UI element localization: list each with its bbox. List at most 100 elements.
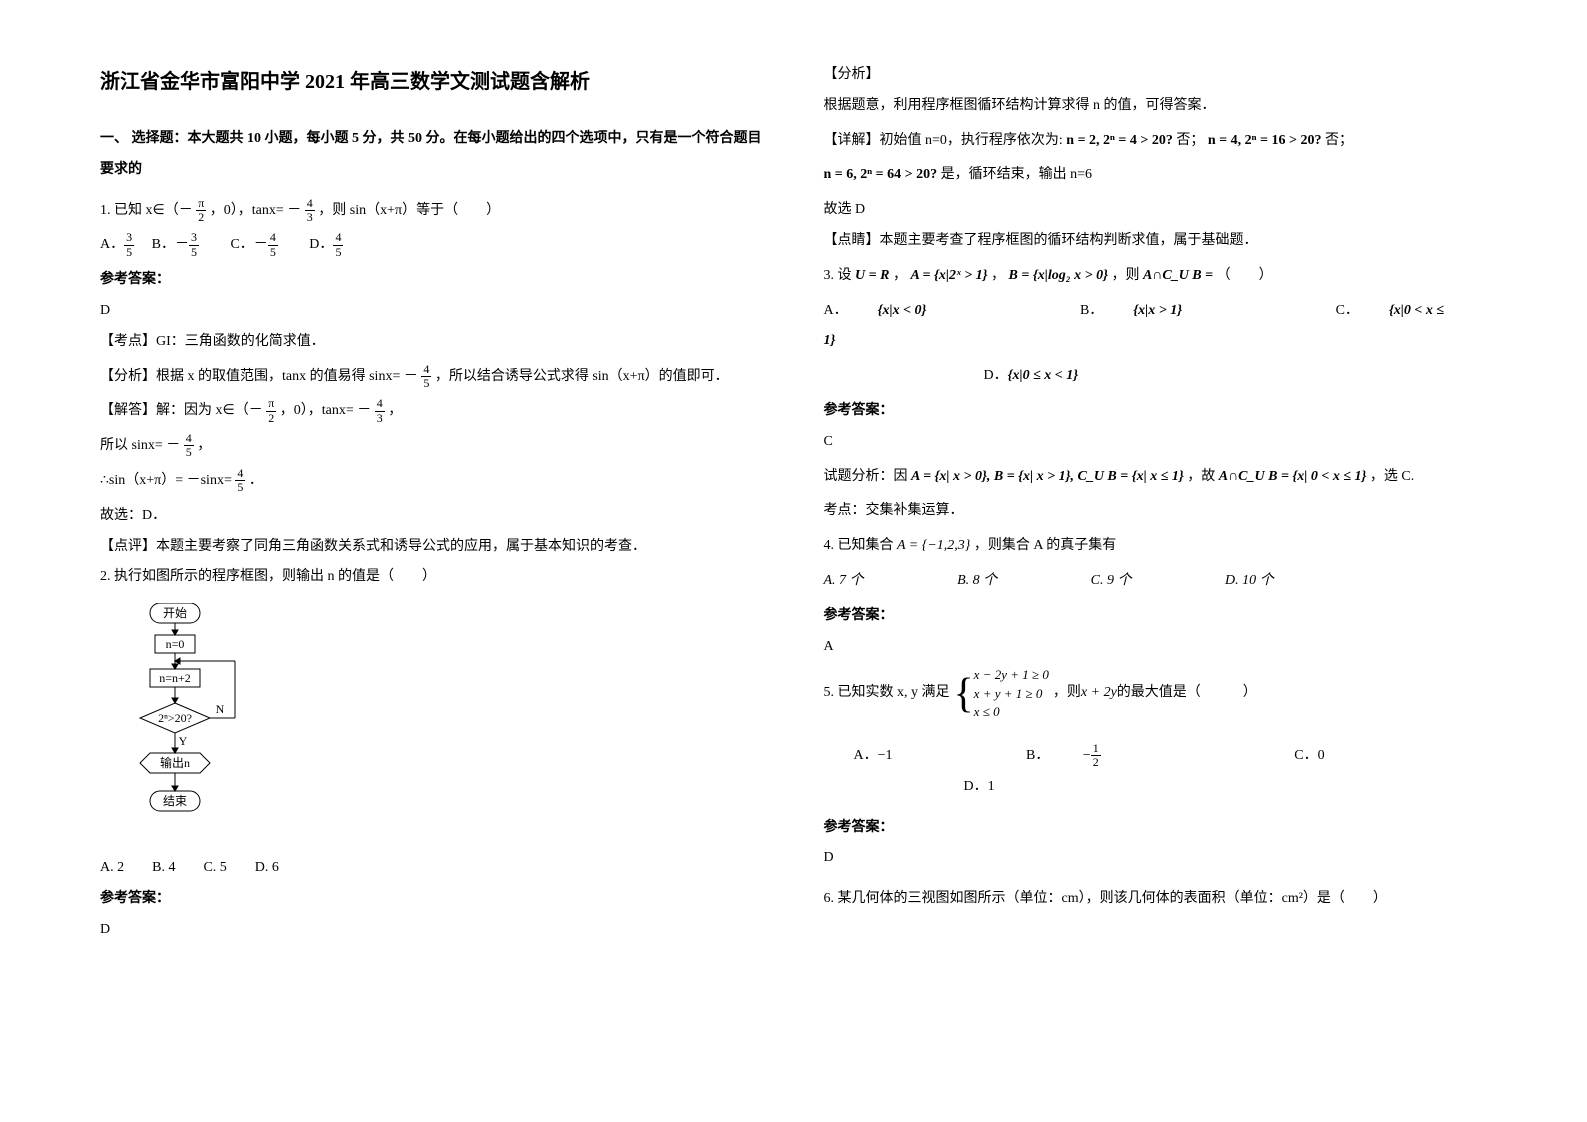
q1-answer-label: 参考答案： [100,265,764,296]
q3-options-row2: D．{x|0 ≤ x < 1} [984,361,1488,392]
q1-optB-label: B．－ [138,237,189,252]
q5-optA: A．−1 [854,748,893,763]
q4-optA: A. 7 个 [824,573,864,588]
frac-4-5c: 45 [268,231,278,258]
q1-fin-a: ∴sin（x+π）= －sinx= [100,473,232,488]
q5-sys2: x + y + 1 ≥ 0 [974,685,1049,703]
frac-4-5d: 45 [333,231,343,258]
frac-4-5e: 45 [421,363,431,390]
q1-sin-b: ， [197,438,211,453]
brace-icon: { [954,673,974,715]
q4-options: A. 7 个 B. 8 个 C. 9 个 D. 10 个 [824,566,1488,597]
q5-expr: x + 2y [1081,678,1117,709]
q3-options-row1: A．{x|x < 0} B．{x|x > 1} C．{x|0 < x ≤ 1} [824,296,1488,358]
q1-jieda: 【解答】解：因为 x∈（－ π2 ，0），tanx= － 43 ， [100,396,764,427]
q1-jieda-c: ， [388,403,402,418]
q1-fenxi-a: 【分析】根据 x 的取值范围，tanx 的值易得 sinx= － [100,369,418,384]
q3-c2: ， [991,268,1005,283]
q1-stem: 1. 已知 x∈（－ π2 ，0），tanx= － 43 ，则 sin（x+π）… [100,196,764,227]
q1-dianping: 【点评】本题主要考察了同角三角函数关系式和诱导公式的应用，属于基本知识的考查． [100,532,764,563]
flow-step: n=n+2 [159,671,191,685]
q3-optA: {x|x < 0} [878,303,927,318]
q3-B: B = {x|log₂ x > 0} [1009,268,1108,283]
q3-answer-label: 参考答案： [824,396,1488,427]
flowchart: 开始 n=0 n=n+2 2ⁿ>20? [120,603,764,843]
q5-b: ，则 [1053,678,1081,709]
q5-answer-label: 参考答案： [824,813,1488,844]
q6-stem: 6. 某几何体的三视图如图所示（单位：cm），则该几何体的表面积（单位：cm²）… [824,884,1488,915]
q2-d-a: 【详解】初始值 n=0，执行程序依次为: [824,133,1067,148]
q1-text-a: 1. 已知 x∈（－ [100,203,193,218]
q4-answer-label: 参考答案： [824,601,1488,632]
flow-no: N [216,702,225,716]
frac-3-5a: 35 [124,231,134,258]
q2-stem: 2. 执行如图所示的程序框图，则输出 n 的值是（ ） [100,562,764,593]
frac-4-3b: 43 [375,397,385,424]
q4-optC: C. 9 个 [1091,573,1132,588]
q2-options: A. 2 B. 4 C. 5 D. 6 [100,853,764,884]
q5-sys3: x ≤ 0 [974,703,1049,721]
flow-start: 开始 [163,606,187,620]
q1-guxuan: 故选：D． [100,501,764,532]
frac-pi-2: π2 [196,197,206,224]
q3-fx-a: 试题分析：因 [824,469,908,484]
page-title: 浙江省金华市富阳中学 2021 年高三数学文测试题含解析 [100,60,764,104]
q3-fenxi: 试题分析：因 A = {x| x > 0}, B = {x| x > 1}, C… [824,462,1488,493]
q2-answer: D [100,915,764,946]
q2-eq3: n = 6, 2ⁿ = 64 > 20? [824,167,938,182]
frac-4-5f: 45 [184,432,194,459]
q1-jieda-b: ，0），tanx= － [280,403,372,418]
q5-answer: D [824,843,1488,874]
q5-optD: D．1 [964,779,995,794]
q1-sin: 所以 sinx= － 45 ， [100,431,764,462]
q1-optD-label: D． [281,237,333,252]
frac-4-5g: 45 [235,467,245,494]
q3-b: ，则 [1111,268,1139,283]
q4-optB: B. 8 个 [957,573,997,588]
q5-sys1: x − 2y + 1 ≥ 0 [974,666,1049,684]
q3-a: 3. 设 [824,268,852,283]
q3-expr: A∩C_U B = [1143,268,1213,283]
q2-fenxi: 根据题意，利用程序框图循环结构计算求得 n 的值，可得答案． [824,91,1488,122]
q5-options: A．−1 B． −12 C．0 D．1 [824,741,1488,803]
q3-fx-b: ，故 [1187,469,1215,484]
q2-d-d: 是，循环结束，输出 n=6 [941,167,1092,182]
q2-detail-2: n = 6, 2ⁿ = 64 > 20? 是，循环结束，输出 n=6 [824,160,1488,191]
q4-answer: A [824,632,1488,663]
q5-optB-pre: B． [1026,748,1049,763]
q1-text-c: ，则 sin（x+π）等于（ ） [318,203,500,218]
flow-cond: 2ⁿ>20? [158,711,192,725]
q1-optC-label: C．－ [202,237,267,252]
q3-fx-eq: A = {x| x > 0}, B = {x| x > 1}, C_U B = … [911,469,1184,484]
section-header: 一、 选择题：本大题共 10 小题，每小题 5 分，共 50 分。在每小题给出的… [100,124,764,186]
q2-eq2: n = 4, 2ⁿ = 16 > 20? [1208,133,1322,148]
q2-dianjing: 【点睛】本题主要考查了程序框图的循环结构判断求值，属于基础题． [824,226,1488,257]
flow-end: 结束 [163,794,187,808]
flow-init: n=0 [166,637,185,651]
frac-4-3: 43 [305,197,315,224]
q3-kaodian: 考点：交集补集运算． [824,496,1488,527]
q1-fenxi-b: ，所以结合诱导公式求得 sin（x+π）的值即可． [435,369,729,384]
frac-3-5b: 35 [189,231,199,258]
q2-d-b: 否； [1176,133,1204,148]
q1-answer: D [100,296,764,327]
opt-C: C． [1336,303,1359,318]
q2-fenxi-h: 【分析】 [824,60,1488,91]
flow-yes: Y [179,734,188,748]
q2-d-c: 否； [1325,133,1353,148]
q4-A: A = {−1,2,3} [897,538,970,553]
q1-sin-a: 所以 sinx= － [100,438,180,453]
q3-U: U = R [855,268,889,283]
q4-b: ，则集合 A 的真子集有 [974,538,1116,553]
q3-optB: {x|x > 1} [1133,303,1182,318]
q1-options: A．35 B．－35 C．－45 D．45 [100,230,764,261]
opt-A: A． [824,303,848,318]
q2-detail-1: 【详解】初始值 n=0，执行程序依次为: n = 2, 2ⁿ = 4 > 20?… [824,126,1488,157]
flow-out: 输出n [160,755,190,770]
q1-final: ∴sin（x+π）= －sinx= 45 ． [100,466,764,497]
q5-a: 5. 已知实数 x, y 满足 [824,678,950,709]
opt-D: D． [984,368,1008,383]
q3-fx-c: ，选 C. [1370,469,1414,484]
q3-fx-eq2: A∩C_U B = {x| 0 < x ≤ 1} [1219,469,1367,484]
q3-c1: ， [893,268,907,283]
